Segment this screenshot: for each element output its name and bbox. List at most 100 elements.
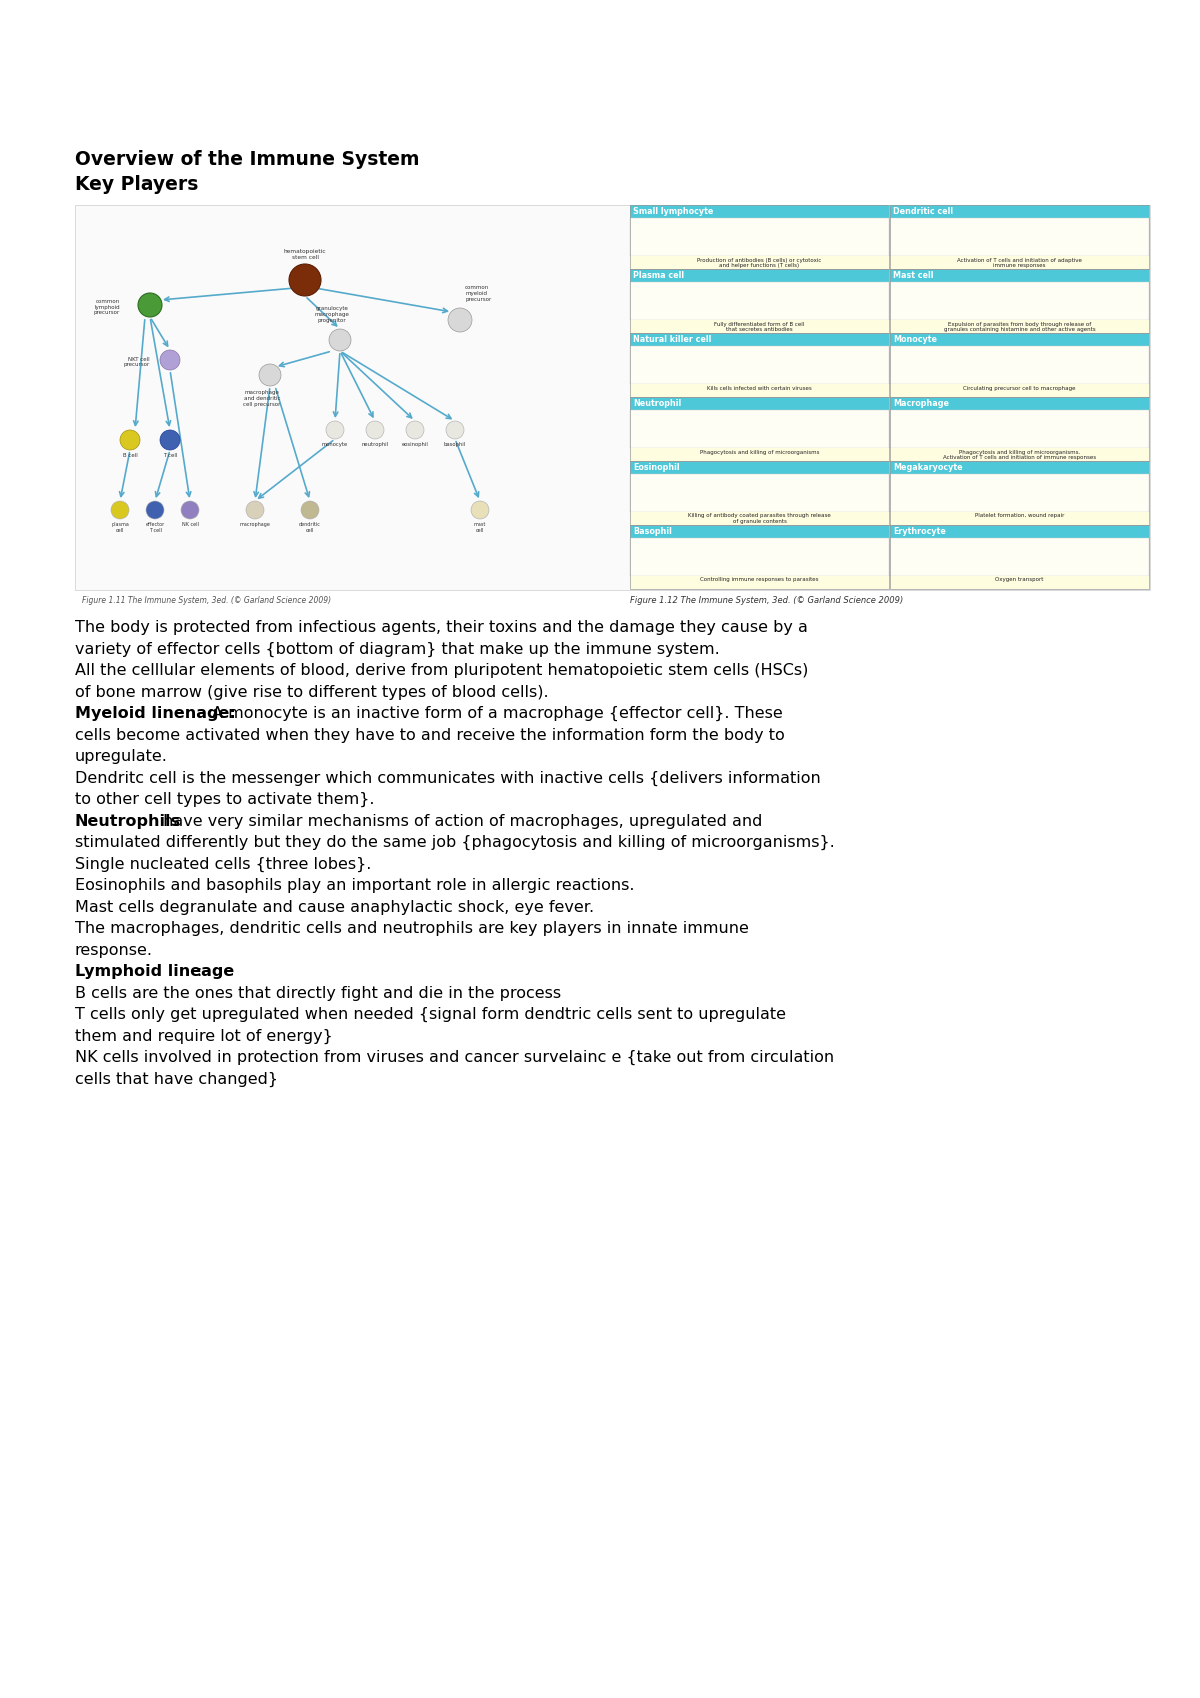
Text: Activation of T cells and initiation of adaptive
immune responses: Activation of T cells and initiation of … — [958, 258, 1082, 268]
Text: Circulating precursor cell to macrophage: Circulating precursor cell to macrophage — [964, 385, 1075, 391]
Bar — [630, 460, 889, 525]
Text: neutrophil: neutrophil — [361, 441, 389, 447]
Text: Platelet formation, wound repair: Platelet formation, wound repair — [974, 513, 1064, 518]
Text: The body is protected from infectious agents, their toxins and the damage they c: The body is protected from infectious ag… — [74, 620, 808, 635]
Bar — [630, 346, 889, 384]
Text: granulocyte
macrophage
progenitor: granulocyte macrophage progenitor — [314, 306, 349, 323]
Bar — [890, 409, 1150, 448]
Bar — [630, 256, 889, 268]
Bar — [630, 268, 889, 333]
Bar — [630, 217, 889, 256]
Bar — [890, 205, 1150, 217]
Text: Overview of the Immune System: Overview of the Immune System — [74, 149, 420, 170]
Bar — [630, 397, 889, 409]
Text: response.: response. — [74, 942, 154, 958]
Text: Plasma cell: Plasma cell — [634, 270, 684, 280]
Circle shape — [259, 363, 281, 385]
Bar — [630, 333, 889, 397]
Bar — [890, 460, 1150, 525]
Circle shape — [326, 421, 344, 440]
Bar — [890, 346, 1150, 384]
Text: Kills cells infected with certain viruses: Kills cells infected with certain viruse… — [707, 385, 812, 391]
Text: Key Players: Key Players — [74, 175, 198, 194]
Bar — [630, 384, 889, 397]
Text: Figure 1.11 The Immune System, 3ed. (© Garland Science 2009): Figure 1.11 The Immune System, 3ed. (© G… — [82, 596, 331, 604]
Bar — [890, 268, 1150, 282]
Text: NKT cell
precursor: NKT cell precursor — [124, 357, 150, 367]
Bar — [890, 205, 1150, 268]
Text: Fully differentiated form of B cell
that secretes antibodies: Fully differentiated form of B cell that… — [714, 321, 805, 333]
Text: All the celllular elements of blood, derive from pluripotent hematopoietic stem : All the celllular elements of blood, der… — [74, 662, 809, 678]
Text: Figure 1.12 The Immune System, 3ed. (© Garland Science 2009): Figure 1.12 The Immune System, 3ed. (© G… — [630, 596, 904, 604]
Text: to other cell types to activate them}.: to other cell types to activate them}. — [74, 791, 374, 807]
Bar — [74, 205, 1150, 589]
Text: of bone marrow (give rise to different types of blood cells).: of bone marrow (give rise to different t… — [74, 684, 548, 700]
Bar — [890, 460, 1150, 474]
Text: Basophil: Basophil — [634, 526, 672, 535]
Circle shape — [366, 421, 384, 440]
Text: Production of antibodies (B cells) or cytotoxic
and helper functions (T cells): Production of antibodies (B cells) or cy… — [697, 258, 822, 268]
Text: T cells only get upregulated when needed {signal form dendtric cells sent to upr: T cells only get upregulated when needed… — [74, 1007, 786, 1022]
Bar — [630, 205, 889, 217]
Circle shape — [160, 430, 180, 450]
Bar — [890, 513, 1150, 525]
Text: variety of effector cells {bottom of diagram} that make up the immune system.: variety of effector cells {bottom of dia… — [74, 642, 720, 657]
Circle shape — [470, 501, 490, 520]
Bar — [890, 397, 1150, 460]
Bar — [630, 460, 889, 474]
Text: Dendritic cell: Dendritic cell — [893, 207, 953, 216]
Text: Monocyte: Monocyte — [893, 335, 937, 343]
Text: Expulsion of parasites from body through release of
granules containing histamin: Expulsion of parasites from body through… — [943, 321, 1096, 333]
Bar — [630, 525, 889, 538]
Text: NK cells involved in protection from viruses and cancer survelainc e {take out f: NK cells involved in protection from vir… — [74, 1049, 834, 1065]
Bar — [890, 525, 1150, 589]
Text: Eosinophils and basophils play an important role in allergic reactions.: Eosinophils and basophils play an import… — [74, 878, 635, 893]
Text: basophil: basophil — [444, 441, 466, 447]
Bar — [630, 268, 889, 282]
Text: Megakaryocyte: Megakaryocyte — [893, 462, 962, 472]
Bar — [890, 333, 1150, 346]
Bar — [630, 474, 889, 513]
Text: effector
T cell: effector T cell — [145, 521, 164, 533]
Text: cells become activated when they have to and receive the information form the bo: cells become activated when they have to… — [74, 727, 785, 742]
Bar — [630, 513, 889, 525]
Circle shape — [289, 263, 322, 295]
Text: Controlling immune responses to parasites: Controlling immune responses to parasite… — [701, 577, 818, 582]
Circle shape — [406, 421, 424, 440]
Text: Erythrocyte: Erythrocyte — [893, 526, 946, 535]
Bar — [630, 282, 889, 319]
Text: Neutrophil: Neutrophil — [634, 399, 682, 408]
Bar — [890, 448, 1150, 460]
Bar — [890, 217, 1150, 256]
Circle shape — [246, 501, 264, 520]
Bar — [630, 576, 889, 589]
Text: monocyte: monocyte — [322, 441, 348, 447]
Text: Lymphoid lineage: Lymphoid lineage — [74, 964, 234, 980]
Text: macrophage: macrophage — [240, 521, 270, 526]
Bar — [890, 256, 1150, 268]
Bar — [630, 448, 889, 460]
Circle shape — [301, 501, 319, 520]
Bar — [630, 205, 889, 268]
Text: hematopoietic
stem cell: hematopoietic stem cell — [283, 250, 326, 260]
Text: Neutrophils: Neutrophils — [74, 813, 181, 829]
Text: Killing of antibody coated parasites through release
of granule contents: Killing of antibody coated parasites thr… — [688, 513, 830, 525]
Text: cells that have changed}: cells that have changed} — [74, 1071, 278, 1087]
Circle shape — [448, 307, 472, 333]
Circle shape — [120, 430, 140, 450]
Text: :: : — [197, 964, 202, 980]
Text: Small lymphocyte: Small lymphocyte — [634, 207, 713, 216]
Text: common
lymphoid
precursor: common lymphoid precursor — [94, 299, 120, 316]
Text: dendritic
cell: dendritic cell — [299, 521, 320, 533]
Bar — [630, 525, 889, 589]
Bar — [630, 397, 889, 460]
Text: Myeloid linenage:: Myeloid linenage: — [74, 706, 241, 722]
Text: Phagocytosis and killing of microorganisms.
Activation of T cells and initiation: Phagocytosis and killing of microorganis… — [943, 450, 1096, 460]
Text: Natural killer cell: Natural killer cell — [634, 335, 712, 343]
Text: mast
cell: mast cell — [474, 521, 486, 533]
Text: B cells are the ones that directly fight and die in the process: B cells are the ones that directly fight… — [74, 985, 562, 1000]
Text: T cell: T cell — [163, 453, 178, 458]
Text: A monocyte is an inactive form of a macrophage {effector cell}. These: A monocyte is an inactive form of a macr… — [211, 706, 782, 722]
Bar — [890, 576, 1150, 589]
Circle shape — [138, 294, 162, 318]
